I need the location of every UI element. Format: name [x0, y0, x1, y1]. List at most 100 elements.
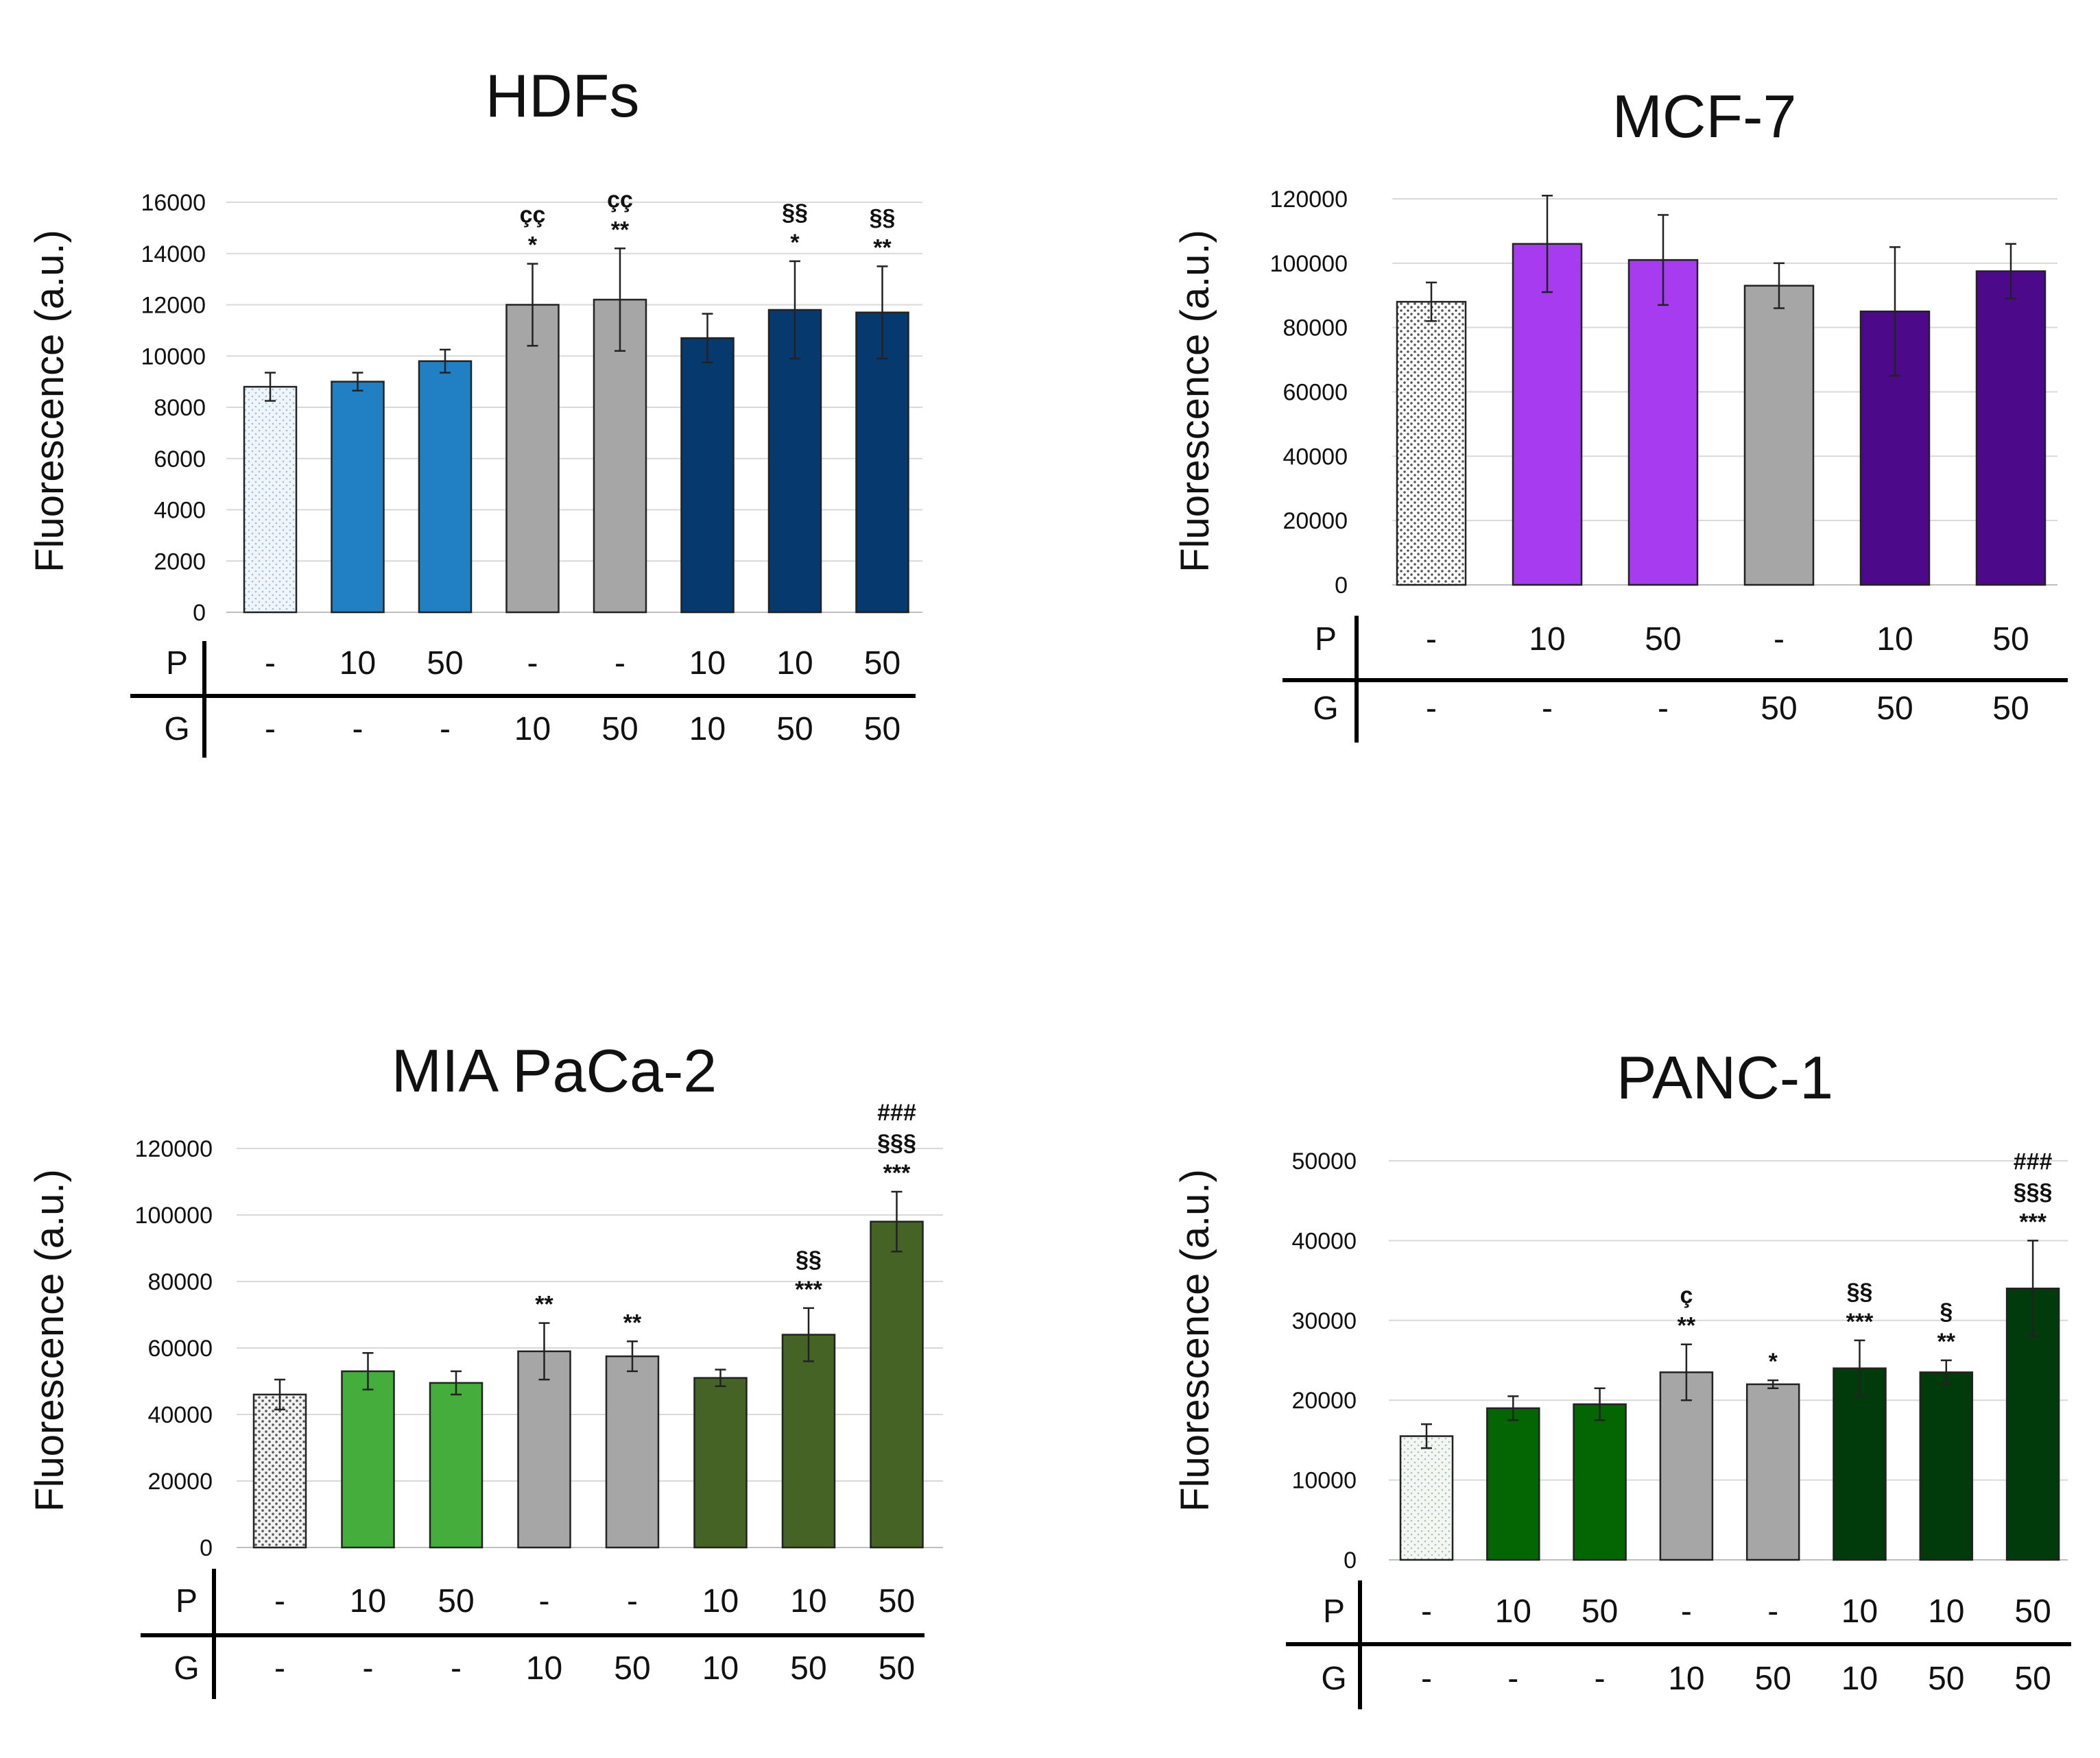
bar: [429, 1382, 484, 1549]
g-row-value: -: [353, 711, 363, 747]
significance-label: ***: [1846, 1309, 1874, 1335]
g-row-value: -: [274, 1650, 285, 1687]
chart-title: MIA PaCa-2: [392, 1037, 717, 1105]
p-row-value: -: [539, 1583, 550, 1619]
y-tick-label: 80000: [147, 1269, 213, 1295]
p-row-value: 10: [1495, 1593, 1531, 1630]
y-tick-label: 0: [1344, 1548, 1357, 1574]
significance-label: §§§: [2014, 1179, 2053, 1205]
g-row-value: -: [1507, 1661, 1518, 1697]
p-row-value: 50: [2014, 1593, 2051, 1630]
p-row-value: 50: [864, 645, 900, 682]
y-axis-label: Fluorescence (a.u.): [27, 1169, 72, 1512]
g-row-value: 50: [2014, 1661, 2051, 1697]
g-row-value: 50: [776, 711, 813, 747]
significance-label: çç: [520, 202, 546, 228]
y-tick-label: 100000: [1270, 251, 1348, 277]
g-row-value: -: [1426, 690, 1437, 727]
g-row-label: G: [1321, 1661, 1346, 1697]
chart-title: HDFs: [486, 62, 640, 130]
g-row-value: 50: [1928, 1661, 1964, 1697]
chart-panel-2: MIA PaCa-2 Fluorescence (a.u.) 0 20000 40000…: [27, 1037, 943, 1699]
y-tick-label: 8000: [154, 395, 206, 421]
bar: [1919, 1371, 1974, 1561]
y-tick-label: 2000: [154, 549, 206, 575]
p-row-value: -: [615, 645, 625, 682]
significance-label: §§§: [877, 1130, 916, 1156]
chart-panel-3: PANC-1 Fluorescence (a.u.) 0 10000 20000 3000…: [1173, 1044, 2071, 1709]
p-row-value: 50: [1582, 1593, 1618, 1630]
y-tick-label: 60000: [1282, 380, 1348, 406]
y-tick-label: 40000: [1282, 444, 1348, 470]
p-row-value: 10: [339, 645, 376, 682]
significance-label: §§: [796, 1247, 822, 1273]
bar: [1659, 1371, 1714, 1561]
significance-label: ç: [1680, 1283, 1693, 1309]
g-row-value: 50: [1876, 690, 1913, 727]
p-row-value: -: [1681, 1593, 1692, 1630]
significance-label: ***: [2019, 1209, 2047, 1235]
significance-label: **: [1937, 1329, 1956, 1355]
significance-label: §: [1940, 1299, 1953, 1325]
bar: [1396, 300, 1467, 586]
bar: [680, 337, 735, 614]
bar: [1512, 243, 1583, 586]
bar: [505, 304, 560, 614]
g-row-value: 50: [790, 1650, 826, 1687]
significance-label: *: [1769, 1349, 1778, 1375]
bar: [693, 1377, 748, 1549]
g-row-label: G: [174, 1650, 199, 1687]
bar: [1745, 1383, 1800, 1561]
g-row-value: 50: [1992, 690, 2029, 727]
significance-label: çç: [607, 186, 633, 213]
significance-label: §§: [1847, 1279, 1873, 1305]
y-tick-label: 100000: [135, 1203, 213, 1229]
g-row-value: 10: [702, 1650, 739, 1687]
g-row-value: 50: [1755, 1661, 1791, 1697]
bar: [781, 1334, 836, 1549]
p-row-value: 10: [776, 645, 813, 682]
g-row-value: -: [1421, 1661, 1432, 1697]
p-row-label: P: [166, 645, 188, 682]
bar: [1486, 1407, 1540, 1561]
g-row-value: -: [363, 1650, 374, 1687]
significance-label: ***: [795, 1277, 822, 1303]
p-row-value: 10: [702, 1583, 739, 1619]
y-tick-label: 40000: [147, 1402, 213, 1428]
g-row-value: 50: [1761, 690, 1797, 727]
bar: [2005, 1287, 2060, 1561]
p-row-value: -: [1774, 621, 1785, 658]
chart-title: MCF-7: [1612, 82, 1797, 150]
p-row-value: 10: [350, 1583, 386, 1619]
g-row-value: 50: [601, 711, 638, 747]
y-tick-label: 12000: [141, 293, 206, 319]
p-row-value: -: [627, 1583, 638, 1619]
g-row-value: 50: [614, 1650, 650, 1687]
p-row-value: 10: [790, 1583, 826, 1619]
p-row-value: -: [527, 645, 538, 682]
bar: [1833, 1367, 1887, 1561]
g-row-label: G: [1313, 690, 1338, 727]
y-tick-label: 10000: [141, 344, 206, 370]
significance-label: ***: [883, 1160, 911, 1186]
y-tick-label: 14000: [141, 241, 206, 267]
y-tick-label: 16000: [141, 190, 206, 216]
bar: [870, 1220, 924, 1549]
y-tick-label: 20000: [1291, 1388, 1357, 1414]
p-row-value: -: [1767, 1593, 1778, 1630]
bar: [605, 1355, 660, 1549]
g-row-value: -: [265, 711, 276, 747]
p-row-value: 50: [427, 645, 463, 682]
significance-label: ###: [877, 1100, 916, 1126]
bar: [341, 1370, 395, 1549]
significance-label: **: [535, 1292, 553, 1318]
g-row-value: 50: [879, 1650, 915, 1687]
bar: [855, 311, 909, 614]
y-tick-label: 50000: [1291, 1148, 1357, 1175]
significance-label: **: [1678, 1313, 1696, 1339]
significance-label: §§: [782, 200, 808, 226]
bar: [1743, 285, 1815, 586]
chart-panel-1: MCF-7 Fluorescence (a.u.) 0 20000 40000 60000…: [1173, 82, 2068, 743]
chart-title: PANC-1: [1616, 1044, 1833, 1111]
significance-label: **: [623, 1310, 642, 1336]
